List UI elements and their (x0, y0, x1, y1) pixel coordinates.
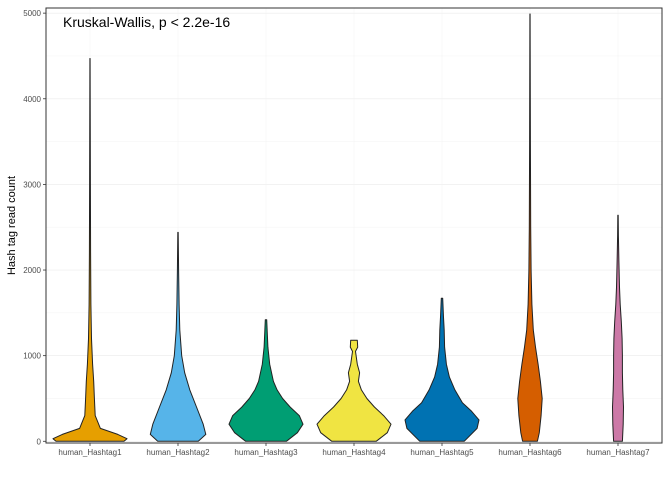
violin-human_Hashtag6 (517, 13, 543, 442)
x-tick-label: human_Hashtag4 (322, 448, 386, 457)
y-tick-label: 5000 (23, 9, 41, 18)
y-tick-label: 2000 (23, 266, 41, 275)
violin-human_Hashtag2 (149, 231, 207, 442)
y-tick-label: 4000 (23, 95, 41, 104)
violin-human_Hashtag5 (404, 297, 480, 442)
kruskal-wallis-annotation: Kruskal-Wallis, p < 2.2e-16 (63, 14, 230, 30)
x-tick-label: human_Hashtag2 (146, 448, 210, 457)
y-tick-label: 1000 (23, 352, 41, 361)
x-tick-label: human_Hashtag3 (234, 448, 298, 457)
violin-human_Hashtag3 (228, 319, 304, 442)
violin-human_Hashtag4 (316, 339, 392, 442)
y-axis-title: Hash tag read count (6, 176, 18, 275)
violin-human_Hashtag1 (52, 58, 128, 442)
x-tick-label: human_Hashtag7 (586, 448, 650, 457)
y-tick-label: 0 (37, 437, 42, 446)
x-tick-label: human_Hashtag1 (58, 448, 122, 457)
x-tick-label: human_Hashtag5 (410, 448, 474, 457)
violin-group (52, 13, 624, 442)
y-tick-label: 3000 (23, 180, 41, 189)
violin-human_Hashtag7 (612, 214, 624, 442)
x-tick-label: human_Hashtag6 (498, 448, 562, 457)
y-axis: 0 1000 2000 3000 4000 5000 (23, 9, 46, 446)
x-axis: human_Hashtag1 human_Hashtag2 human_Hashta… (58, 443, 650, 457)
